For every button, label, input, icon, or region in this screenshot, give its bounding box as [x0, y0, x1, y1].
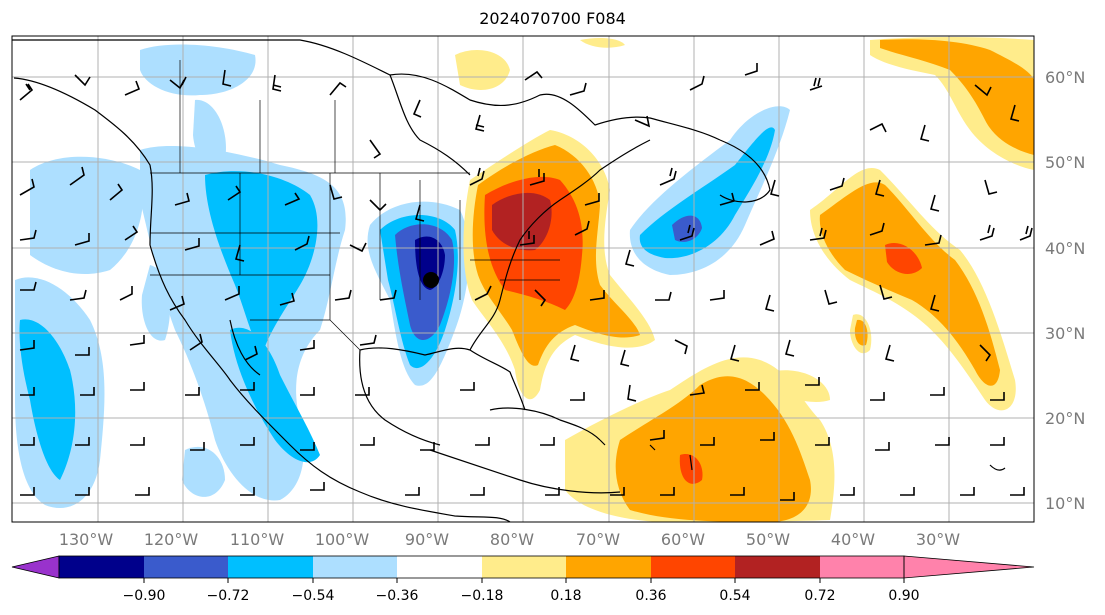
lat-label: 30°N [1045, 324, 1085, 343]
longitude-labels: 130°W 120°W 110°W 100°W 90°W 80°W 70°W 6… [59, 530, 960, 549]
political-borders [150, 60, 560, 351]
colorbar-tick-label: −0.72 [207, 588, 250, 604]
colorbar: −0.90 −0.72 −0.54 −0.36 −0.18 0.18 0.36 … [11, 555, 1035, 604]
lat-label: 50°N [1045, 153, 1085, 172]
lon-label: 40°W [831, 530, 875, 549]
colorbar-segment [397, 556, 482, 578]
colorbar-segment [144, 556, 228, 578]
map-frame [11, 35, 1035, 523]
map-title: 2024070700 F084 [479, 9, 626, 28]
lon-label: 100°W [315, 530, 370, 549]
lat-label: 40°N [1045, 239, 1085, 258]
lat-label: 10°N [1045, 494, 1085, 513]
colorbar-tick-label: 0.54 [719, 588, 750, 604]
colorbar-segment [735, 556, 820, 578]
latitude-labels: 60°N 50°N 40°N 30°N 20°N 10°N [1045, 68, 1085, 513]
lat-label: 20°N [1045, 409, 1085, 428]
colorbar-segment [482, 556, 566, 578]
colorbar-segment [313, 556, 397, 578]
colorbar-segment [903, 555, 1035, 579]
coastlines [12, 39, 1006, 522]
lon-label: 30°W [916, 530, 960, 549]
colorbar-segment [228, 556, 313, 578]
colorbar-tick-label: 0.36 [635, 588, 666, 604]
lon-label: 70°W [576, 530, 620, 549]
lat-label: 60°N [1045, 68, 1085, 87]
colorbar-labels: −0.90 −0.72 −0.54 −0.36 −0.18 0.18 0.36 … [123, 588, 920, 604]
colorbar-segment [651, 556, 735, 578]
location-marker [423, 272, 439, 288]
colorbar-segment [820, 556, 904, 578]
lon-label: 80°W [490, 530, 534, 549]
colorbar-tick-label: −0.18 [461, 588, 504, 604]
colorbar-ticks [143, 578, 905, 583]
field-layer [12, 36, 1034, 522]
colorbar-tick-label: 0.18 [550, 588, 581, 604]
lon-label: 60°W [661, 530, 705, 549]
lon-label: 120°W [144, 530, 199, 549]
positive-anomaly-shading [455, 37, 1034, 522]
lon-label: 110°W [230, 530, 285, 549]
wind-barbs [19, 63, 1033, 501]
colorbar-tick-label: −0.36 [376, 588, 419, 604]
colorbar-tick-label: −0.90 [123, 588, 166, 604]
colorbar-tick-label: 0.90 [888, 588, 919, 604]
lon-label: 50°W [746, 530, 790, 549]
lon-label: 90°W [405, 530, 449, 549]
colorbar-tick-label: −0.54 [292, 588, 335, 604]
colorbar-segment [59, 556, 144, 578]
lon-label: 130°W [59, 530, 114, 549]
colorbar-segment [566, 556, 651, 578]
colorbar-tick-label: 0.72 [804, 588, 835, 604]
colorbar-segment [11, 555, 60, 579]
